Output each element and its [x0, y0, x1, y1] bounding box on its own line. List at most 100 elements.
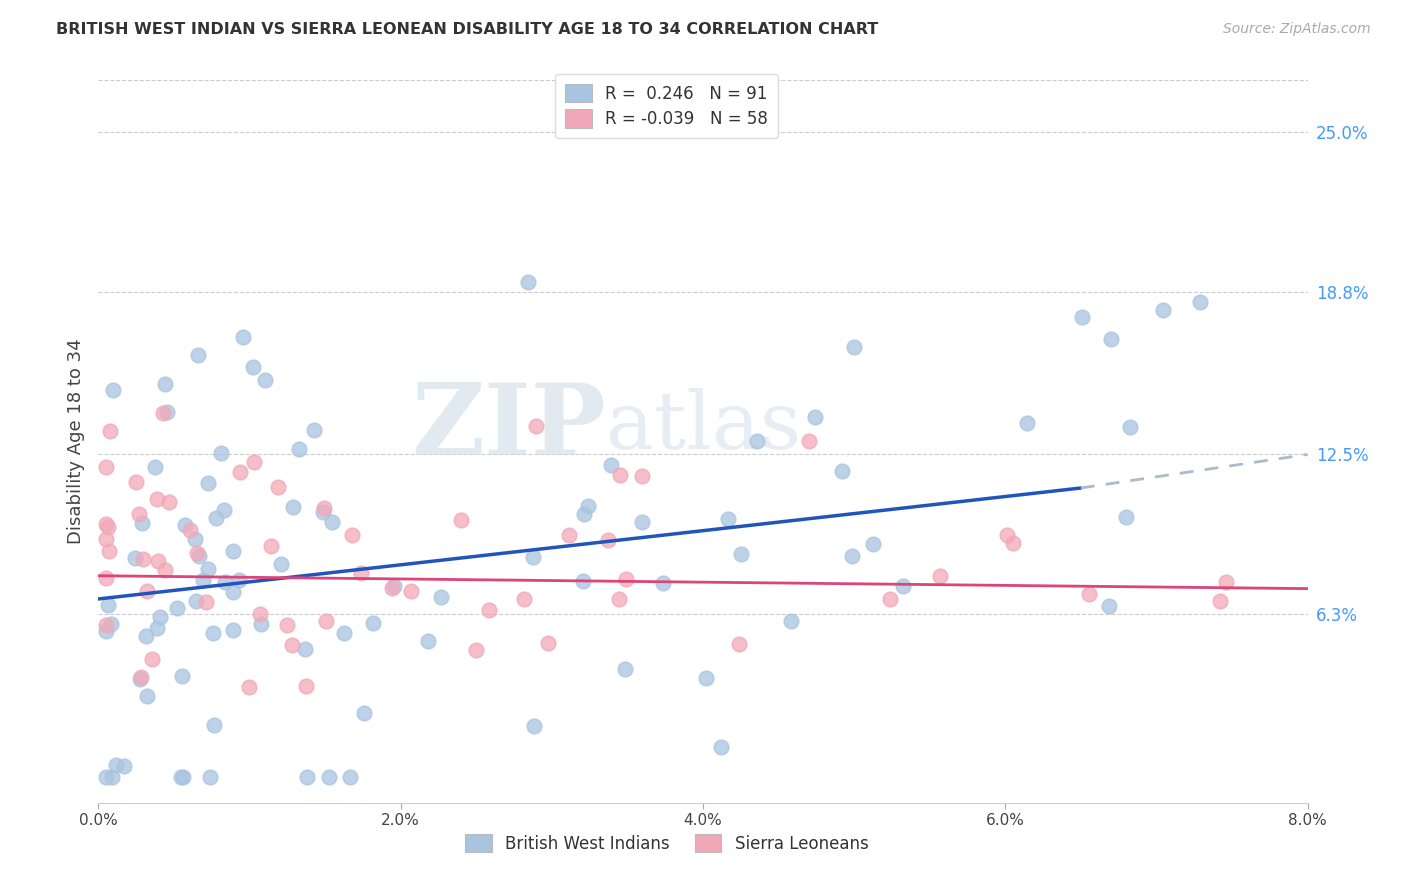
Point — [136, 690, 159, 704]
Point — [155, 563, 177, 577]
Point — [229, 465, 252, 479]
Point — [276, 617, 298, 632]
Point — [222, 623, 245, 637]
Point — [166, 601, 188, 615]
Point — [1189, 295, 1212, 310]
Point — [242, 455, 264, 469]
Point — [188, 549, 211, 563]
Point — [96, 520, 118, 534]
Text: ZIP: ZIP — [412, 378, 606, 475]
Point — [1101, 332, 1123, 346]
Point — [101, 383, 124, 397]
Point — [191, 573, 214, 587]
Point — [172, 770, 194, 784]
Point — [609, 468, 631, 483]
Point — [350, 566, 373, 581]
Point — [401, 583, 423, 598]
Point — [524, 419, 547, 434]
Point — [844, 340, 866, 354]
Point — [214, 574, 236, 589]
Point — [100, 617, 122, 632]
Point — [174, 518, 197, 533]
Point — [1215, 575, 1237, 590]
Point — [304, 423, 326, 437]
Point — [222, 585, 245, 599]
Point — [201, 626, 224, 640]
Point — [381, 581, 404, 595]
Point — [124, 551, 146, 566]
Point — [197, 562, 219, 576]
Point — [141, 652, 163, 666]
Point — [745, 434, 768, 449]
Point — [928, 568, 950, 582]
Point — [730, 547, 752, 561]
Point — [572, 507, 595, 521]
Point — [94, 532, 117, 546]
Point — [340, 527, 363, 541]
Point — [651, 576, 673, 591]
Point — [332, 626, 354, 640]
Point — [710, 739, 733, 754]
Point — [135, 629, 157, 643]
Point — [295, 770, 318, 784]
Text: Source: ZipAtlas.com: Source: ZipAtlas.com — [1223, 22, 1371, 37]
Text: BRITISH WEST INDIAN VS SIERRA LEONEAN DISABILITY AGE 18 TO 34 CORRELATION CHART: BRITISH WEST INDIAN VS SIERRA LEONEAN DI… — [56, 22, 879, 37]
Point — [1078, 587, 1101, 601]
Point — [98, 424, 121, 438]
Point — [187, 348, 209, 362]
Point — [94, 459, 117, 474]
Point — [295, 679, 318, 693]
Point — [294, 642, 316, 657]
Point — [242, 360, 264, 375]
Point — [124, 475, 146, 489]
Point — [288, 442, 311, 456]
Point — [614, 572, 637, 586]
Point — [205, 511, 228, 525]
Point — [717, 512, 740, 526]
Point — [195, 594, 218, 608]
Point — [523, 719, 546, 733]
Point — [779, 614, 801, 628]
Point — [600, 458, 623, 473]
Point — [382, 579, 405, 593]
Point — [238, 681, 260, 695]
Point — [249, 607, 271, 621]
Point — [831, 464, 853, 478]
Point — [198, 770, 221, 784]
Point — [576, 500, 599, 514]
Point — [1017, 416, 1039, 430]
Point — [613, 662, 636, 676]
Point — [450, 513, 472, 527]
Point — [157, 495, 180, 509]
Point — [97, 543, 120, 558]
Point — [129, 670, 152, 684]
Point — [1115, 509, 1137, 524]
Point — [143, 459, 166, 474]
Point — [253, 373, 276, 387]
Text: atlas: atlas — [606, 388, 801, 467]
Point — [259, 540, 281, 554]
Point — [995, 528, 1018, 542]
Point — [146, 621, 169, 635]
Point — [517, 275, 540, 289]
Point — [631, 468, 654, 483]
Point — [695, 671, 717, 685]
Point — [478, 602, 501, 616]
Point — [232, 329, 254, 343]
Point — [179, 523, 201, 537]
Point — [136, 584, 159, 599]
Point — [598, 533, 620, 547]
Point — [228, 574, 250, 588]
Point — [465, 642, 488, 657]
Point — [513, 592, 536, 607]
Point — [267, 480, 290, 494]
Point — [862, 537, 884, 551]
Point — [1098, 599, 1121, 613]
Point — [112, 759, 135, 773]
Point — [149, 610, 172, 624]
Point — [202, 717, 225, 731]
Point — [321, 516, 343, 530]
Point — [429, 590, 451, 604]
Point — [145, 492, 167, 507]
Point — [1152, 302, 1174, 317]
